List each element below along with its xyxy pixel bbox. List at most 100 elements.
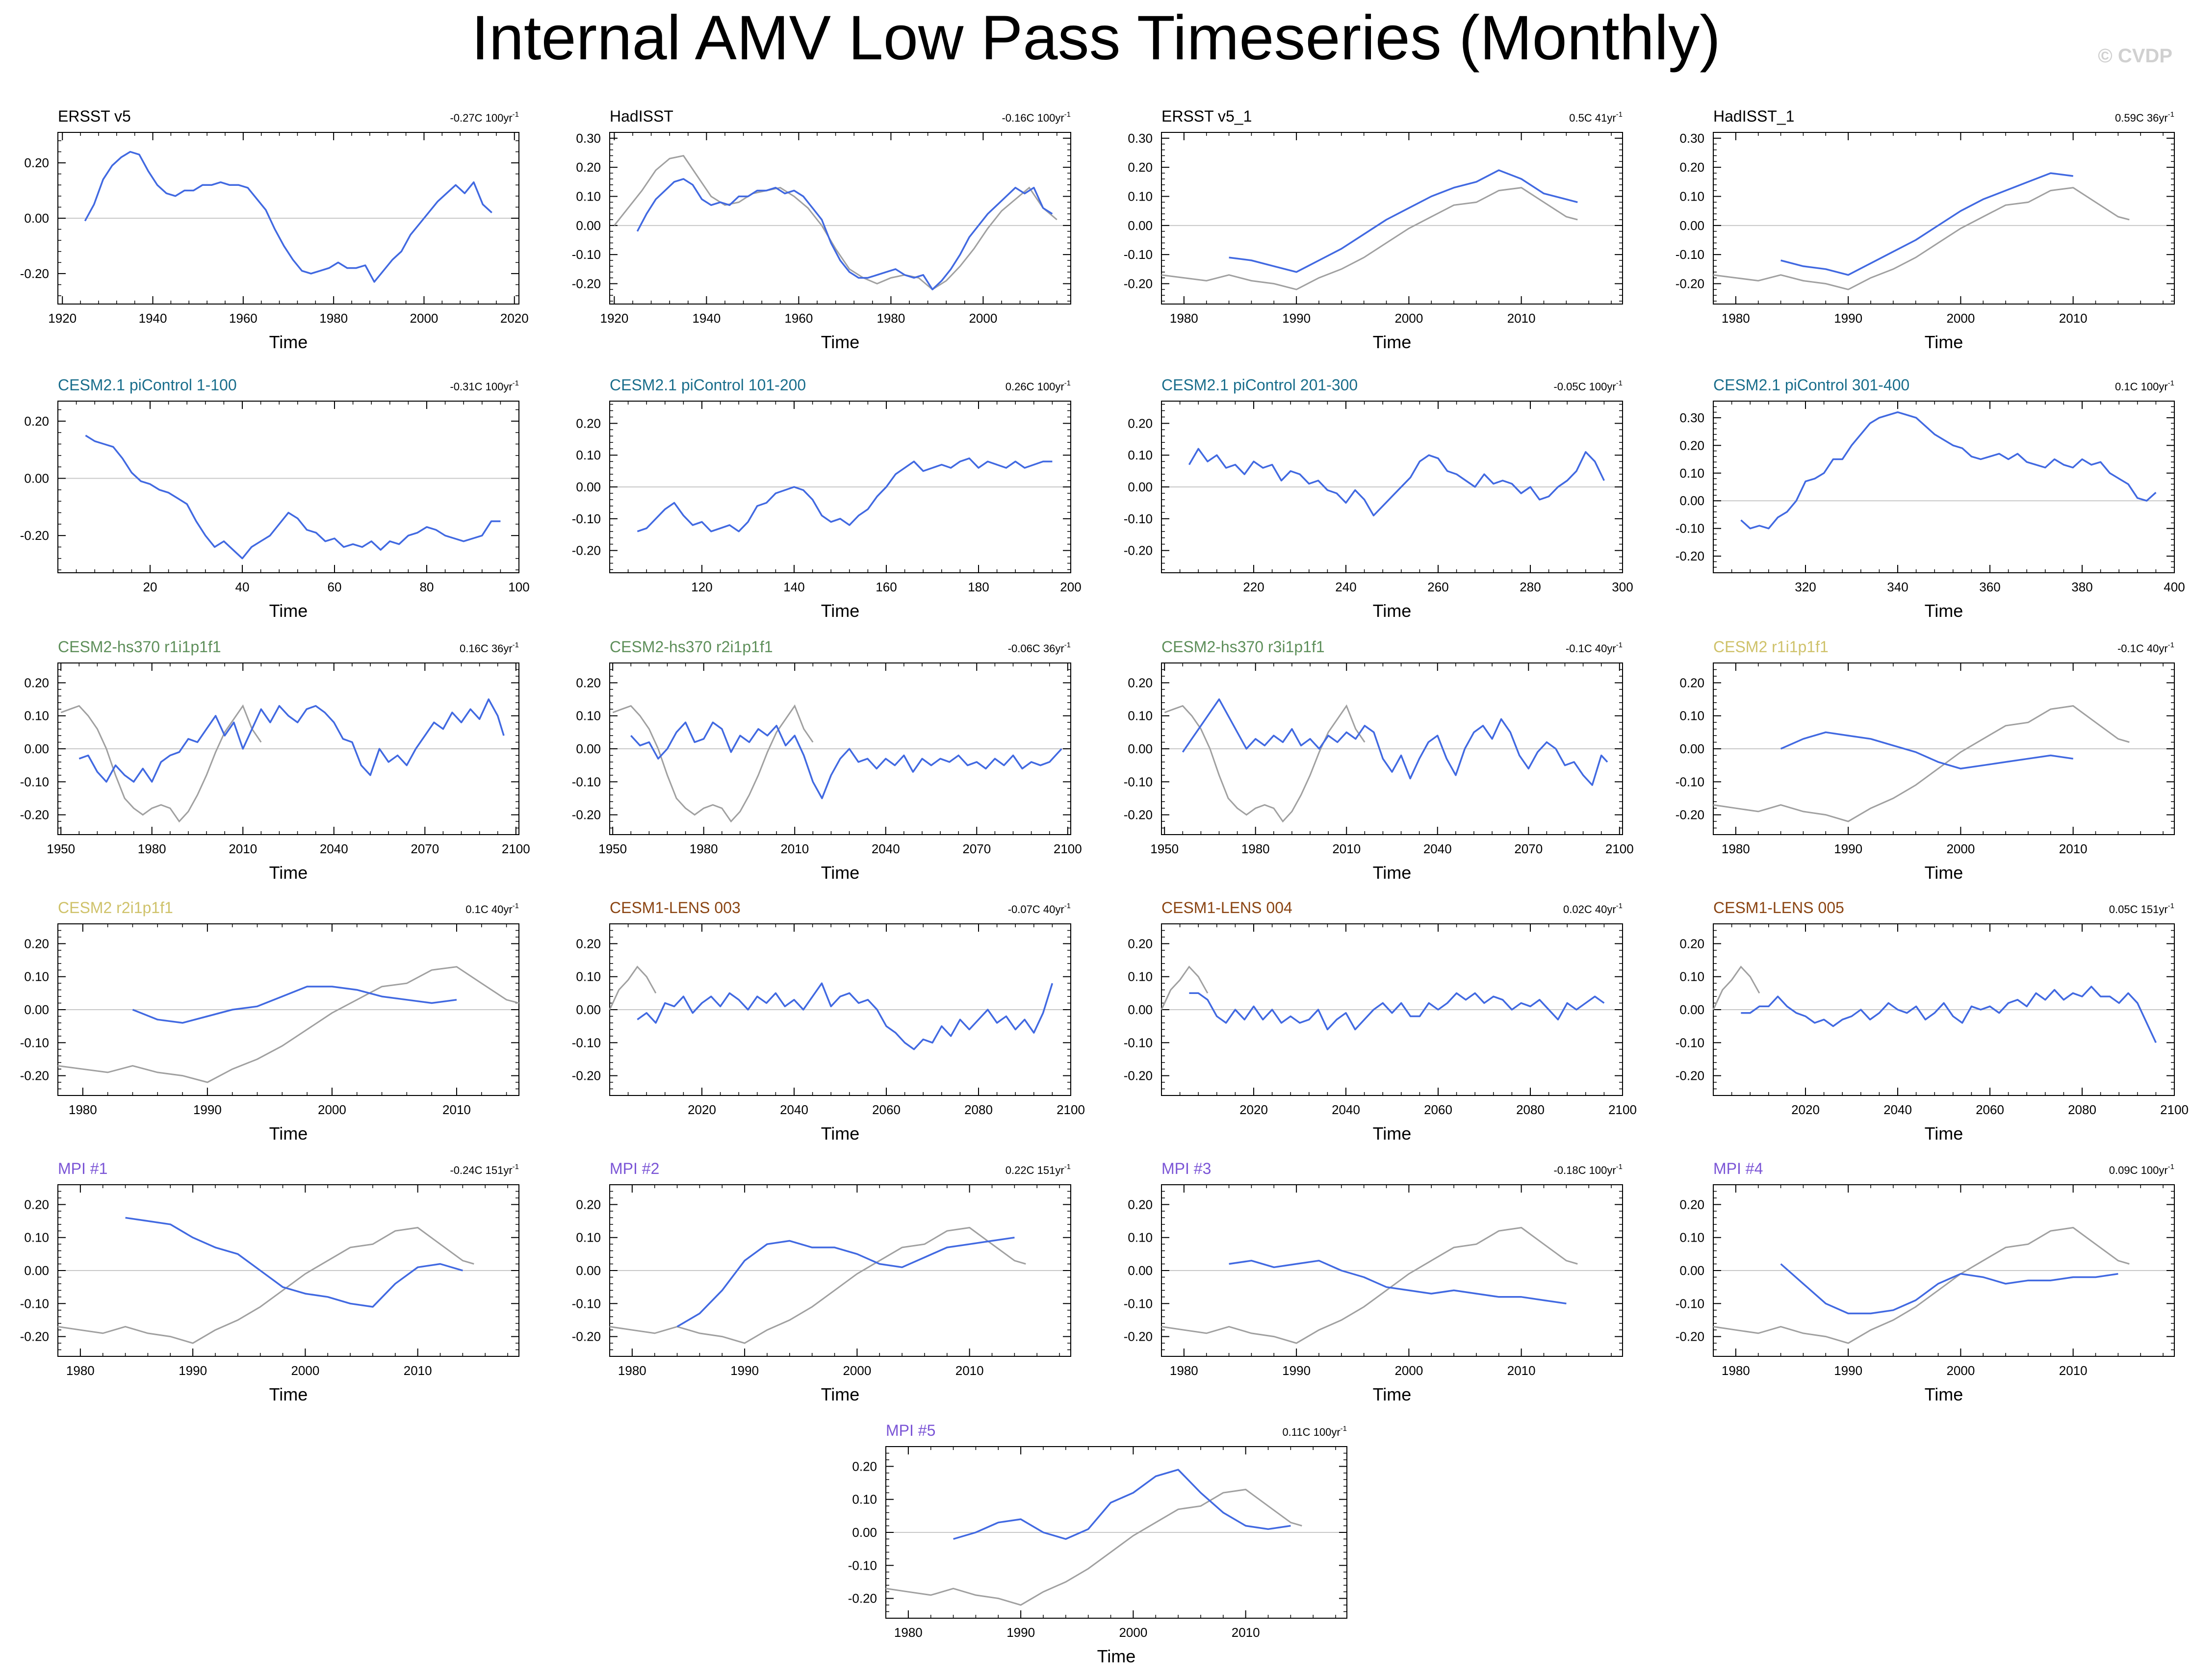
y-tick-label: 0.00 [576, 480, 601, 494]
page-title: Internal AMV Low Pass Timeseries (Monthl… [471, 3, 1721, 73]
y-tick-label: -0.10 [572, 511, 601, 526]
x-tick-label: 1980 [690, 841, 718, 856]
x-tick-label: 1950 [47, 841, 75, 856]
x-tick-label: 2010 [1507, 311, 1536, 326]
x-tick-label: 2040 [872, 841, 900, 856]
plot-frame [609, 132, 1071, 305]
x-axis-title: Time [1373, 601, 1412, 621]
x-axis-title: Time [821, 332, 860, 352]
chart-panel: CESM1-LENS 004 0.02C 40yr-1 -0.20 -0.10 0.00… [1124, 899, 1637, 1144]
series-line [1740, 411, 2157, 530]
x-tick-label: 2100 [1054, 841, 1082, 856]
plot-frame [1161, 132, 1623, 305]
x-tick-label: 80 [420, 580, 434, 594]
x-axis-title: Time [1925, 1123, 1963, 1144]
panel-title: CESM2-hs370 r3i1p1f1 [1161, 638, 1325, 656]
x-tick-label: 1920 [600, 311, 628, 326]
reference-series-line [1713, 187, 2130, 290]
y-tick-label: -0.20 [1676, 1329, 1704, 1344]
x-tick-label: 1950 [598, 841, 627, 856]
series-line [132, 986, 457, 1024]
y-tick-label: -0.20 [20, 1329, 49, 1344]
x-tick-label: 2000 [843, 1363, 871, 1378]
panel-title: MPI #1 [58, 1160, 107, 1177]
x-tick-label: 400 [2164, 580, 2185, 594]
y-tick-label: -0.20 [572, 808, 601, 822]
chart-panel: CESM2.1 piControl 201-300 -0.05C 100yr-1 -… [1124, 376, 1633, 621]
x-tick-label: 220 [1243, 580, 1264, 594]
y-tick-label: -0.10 [1124, 1035, 1153, 1050]
y-tick-label: 0.10 [24, 709, 49, 723]
y-tick-label: -0.10 [1124, 247, 1153, 262]
x-axis-title: Time [821, 601, 860, 621]
chart-panel: MPI #1 -0.24C 151yr-1 -0.20 -0.10 0.00 0.10 0.… [20, 1160, 519, 1404]
x-axis-title: Time [1925, 332, 1963, 352]
series-line [1229, 169, 1578, 273]
y-tick-label: 0.10 [1128, 448, 1153, 462]
x-tick-label: 2070 [962, 841, 991, 856]
panel-title: ERSST v5 [58, 107, 131, 125]
x-tick-label: 380 [2071, 580, 2092, 594]
reference-series-line [57, 1226, 474, 1344]
y-tick-label: 0.00 [1679, 741, 1704, 756]
y-tick-label: -0.20 [572, 1329, 601, 1344]
y-tick-label: 0.10 [1128, 1230, 1153, 1245]
x-tick-label: 300 [1612, 580, 1633, 594]
x-tick-label: 1960 [784, 311, 813, 326]
chart-panel: CESM2.1 piControl 301-400 0.1C 100yr-1 -0.… [1676, 376, 2185, 621]
y-tick-label: 0.20 [1679, 438, 1704, 453]
panel-title: CESM1-LENS 003 [610, 899, 741, 916]
chart-panel: HadISST_1 0.59C 36yr-1 -0.20 -0.10 0.00 0.10 0… [1676, 107, 2175, 352]
x-tick-label: 1980 [877, 311, 905, 326]
x-tick-label: 2070 [411, 841, 439, 856]
x-tick-label: 2060 [1976, 1102, 2004, 1117]
x-tick-label: 1990 [193, 1102, 222, 1117]
chart-panel: CESM2.1 piControl 1-100 -0.31C 100yr-1 -0.… [20, 376, 530, 621]
x-tick-label: 2010 [1332, 841, 1361, 856]
x-axis-title: Time [1373, 1123, 1412, 1144]
y-tick-label: -0.20 [1676, 808, 1704, 822]
trend-label: -0.06C 36yr-1 [1008, 641, 1071, 655]
y-tick-label: 0.10 [1679, 969, 1704, 984]
series-line [1741, 986, 2157, 1044]
trend-label: -0.16C 100yr-1 [1002, 110, 1071, 124]
x-tick-label: 1980 [1241, 841, 1270, 856]
chart-panel: CESM1-LENS 003 -0.07C 40yr-1 -0.20 -0.10 0.0… [572, 899, 1085, 1144]
y-tick-label: -0.20 [1676, 276, 1704, 291]
x-tick-label: 2000 [1946, 311, 1975, 326]
x-tick-label: 1920 [48, 311, 77, 326]
chart-panel: CESM2 r2i1p1f1 0.1C 40yr-1 -0.20 -0.10 0.00 0… [20, 899, 519, 1144]
reference-series-line [1164, 704, 1366, 823]
series-line [1780, 1263, 2118, 1315]
y-tick-label: -0.10 [572, 1035, 601, 1050]
x-tick-label: 260 [1427, 580, 1448, 594]
y-tick-label: 0.20 [1679, 1197, 1704, 1212]
y-tick-label: 0.00 [576, 1263, 601, 1278]
y-tick-label: -0.10 [1676, 774, 1704, 789]
y-tick-label: -0.20 [20, 808, 49, 822]
x-tick-label: 2100 [2160, 1102, 2189, 1117]
panel-title: CESM2.1 piControl 201-300 [1161, 376, 1358, 394]
panel-title: CESM2 r1i1p1f1 [1713, 638, 1829, 656]
y-tick-label: 0.10 [576, 1230, 601, 1245]
trend-label: -0.1C 40yr-1 [1566, 641, 1623, 655]
y-tick-label: 0.20 [576, 675, 601, 690]
y-tick-label: 0.00 [1128, 741, 1153, 756]
panel-title: MPI #5 [886, 1422, 935, 1439]
y-tick-label: -0.10 [1676, 1035, 1704, 1050]
reference-series-line [1713, 705, 2130, 822]
series-line [1189, 992, 1605, 1031]
y-tick-label: 0.10 [576, 448, 601, 462]
series-line [637, 457, 1053, 533]
x-tick-label: 2010 [229, 841, 257, 856]
y-tick-label: 0.20 [24, 936, 49, 951]
y-tick-label: -0.10 [1124, 774, 1153, 789]
reference-series-line [1160, 966, 1209, 1010]
trend-label: -0.27C 100yr-1 [450, 110, 519, 124]
x-tick-label: 1980 [1722, 841, 1750, 856]
panel-title: HadISST_1 [1713, 107, 1794, 125]
y-tick-label: 0.00 [1128, 480, 1153, 494]
trend-label: -0.05C 100yr-1 [1553, 379, 1623, 393]
y-tick-label: -0.10 [572, 1296, 601, 1311]
x-tick-label: 160 [876, 580, 897, 594]
